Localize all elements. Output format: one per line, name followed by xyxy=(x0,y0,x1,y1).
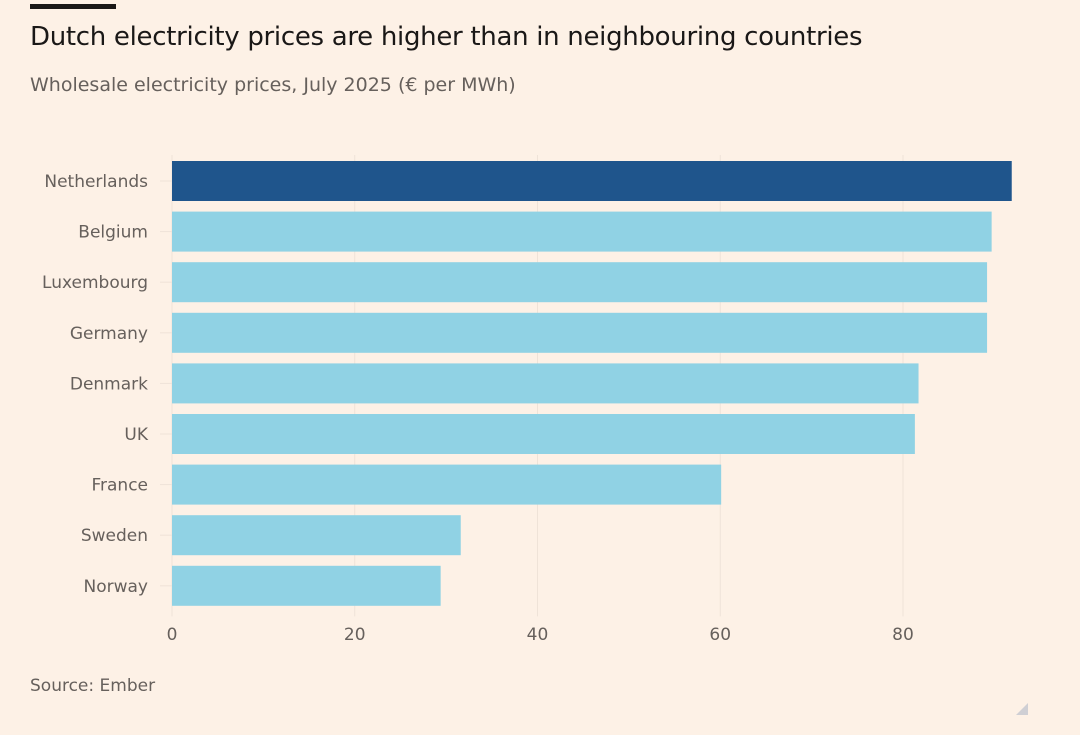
bar-netherlands xyxy=(172,161,1012,201)
bar-france xyxy=(172,464,722,505)
bar-belgium xyxy=(172,211,992,252)
category-label: Denmark xyxy=(70,374,148,394)
bar-denmark xyxy=(172,363,919,404)
bar-germany xyxy=(172,312,988,353)
category-label: Belgium xyxy=(78,223,148,243)
bar-uk xyxy=(172,414,915,454)
bar-luxembourg xyxy=(172,262,988,303)
category-label: France xyxy=(91,476,148,496)
category-labels: Netherlands Belgium Luxembourg Germany Denma… xyxy=(42,172,149,597)
category-label: UK xyxy=(124,425,148,445)
bars xyxy=(172,161,1012,606)
category-label: Norway xyxy=(84,577,149,597)
category-label: Luxembourg xyxy=(42,273,148,293)
resize-handle-icon[interactable] xyxy=(1016,703,1028,715)
bar-chart: Netherlands Belgium Luxembourg Germany Denma… xyxy=(42,155,1012,645)
x-axis-ticks: 0 20 40 60 80 xyxy=(167,625,914,645)
category-label: Germany xyxy=(70,324,148,344)
x-tick-label: 20 xyxy=(344,625,366,645)
bar-norway xyxy=(172,565,441,606)
x-tick-label: 0 xyxy=(167,625,178,645)
bar-sweden xyxy=(172,515,461,556)
header-rule xyxy=(30,4,116,9)
chart-subtitle: Wholesale electricity prices, July 2025 … xyxy=(30,74,516,96)
source-note: Source: Ember xyxy=(30,676,156,696)
chart-title: Dutch electricity prices are higher than… xyxy=(30,22,863,52)
x-tick-label: 40 xyxy=(527,625,549,645)
x-tick-label: 60 xyxy=(709,625,731,645)
x-tick-label: 80 xyxy=(892,625,914,645)
category-label: Netherlands xyxy=(44,172,148,192)
category-label: Sweden xyxy=(81,526,148,546)
